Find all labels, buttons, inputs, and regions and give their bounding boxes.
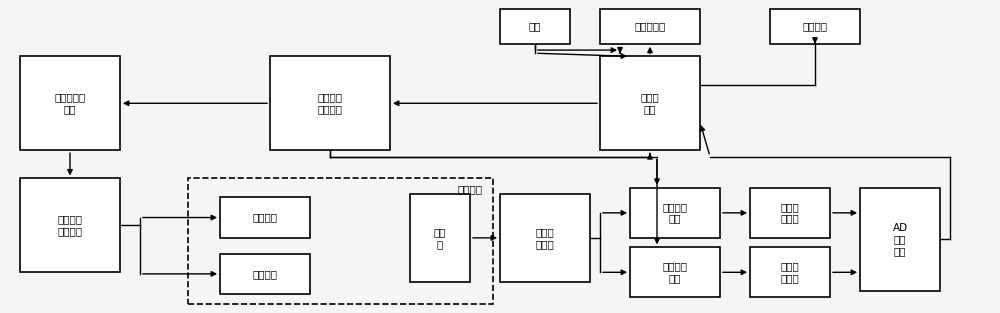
FancyBboxPatch shape bbox=[750, 247, 830, 297]
Text: 检测气室: 检测气室 bbox=[458, 185, 483, 195]
Text: 激光管一: 激光管一 bbox=[252, 269, 278, 279]
FancyBboxPatch shape bbox=[770, 9, 860, 44]
Text: 低通滤
波单元: 低通滤 波单元 bbox=[781, 202, 799, 224]
Text: 正交信号
产生单元: 正交信号 产生单元 bbox=[318, 92, 342, 114]
Text: 通信端口: 通信端口 bbox=[803, 22, 828, 32]
Text: 激光管驱动
单元: 激光管驱动 单元 bbox=[54, 92, 86, 114]
FancyBboxPatch shape bbox=[600, 56, 700, 150]
FancyBboxPatch shape bbox=[500, 9, 570, 44]
Text: 低通滤
波单元: 低通滤 波单元 bbox=[781, 261, 799, 283]
FancyBboxPatch shape bbox=[410, 194, 470, 282]
Text: 光电
管: 光电 管 bbox=[434, 227, 446, 249]
Text: 液晶显示屏: 液晶显示屏 bbox=[634, 22, 666, 32]
FancyBboxPatch shape bbox=[600, 9, 700, 44]
FancyBboxPatch shape bbox=[630, 247, 720, 297]
FancyBboxPatch shape bbox=[750, 188, 830, 238]
FancyBboxPatch shape bbox=[220, 254, 310, 294]
FancyBboxPatch shape bbox=[630, 188, 720, 238]
FancyBboxPatch shape bbox=[220, 197, 310, 238]
FancyBboxPatch shape bbox=[270, 56, 390, 150]
Text: AD
转换
单元: AD 转换 单元 bbox=[892, 223, 908, 256]
Text: 锁相检测
单元: 锁相检测 单元 bbox=[662, 261, 688, 283]
Text: 驱动信号
切换单元: 驱动信号 切换单元 bbox=[58, 214, 82, 236]
FancyBboxPatch shape bbox=[500, 194, 590, 282]
Text: 处理器
单元: 处理器 单元 bbox=[641, 92, 659, 114]
Text: 键盘: 键盘 bbox=[529, 22, 541, 32]
FancyBboxPatch shape bbox=[20, 178, 120, 272]
Text: 激光管二: 激光管二 bbox=[252, 213, 278, 223]
Text: 锁相检测
单元: 锁相检测 单元 bbox=[662, 202, 688, 224]
Text: 光电放
大单元: 光电放 大单元 bbox=[536, 227, 554, 249]
FancyBboxPatch shape bbox=[20, 56, 120, 150]
FancyBboxPatch shape bbox=[860, 188, 940, 291]
